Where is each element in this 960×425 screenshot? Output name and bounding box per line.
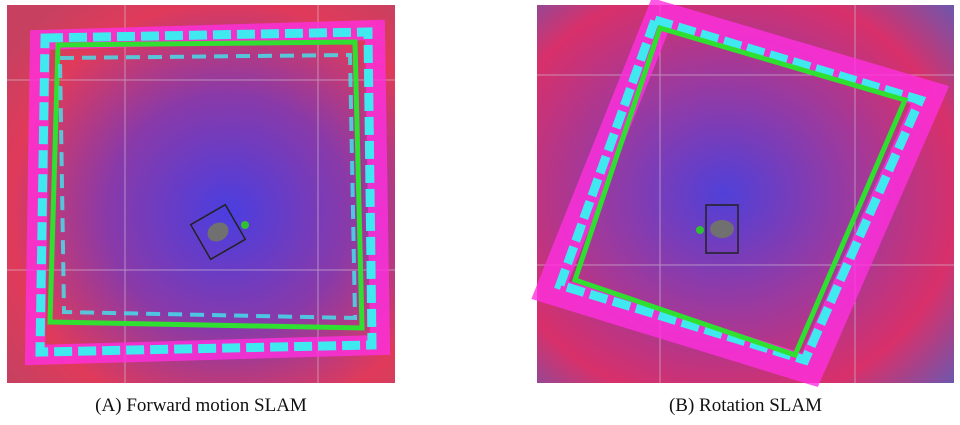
page: (A) Forward motion SLAM (B) Rotation SLA…	[0, 0, 960, 425]
slam-map-b	[537, 5, 954, 383]
caption-label: (A)	[95, 395, 121, 416]
caption-text: Rotation SLAM	[699, 395, 822, 416]
caption-text: Forward motion SLAM	[126, 395, 307, 416]
caption-label: (B)	[669, 395, 694, 416]
caption-b: (B) Rotation SLAM	[537, 395, 954, 417]
caption-a: (A) Forward motion SLAM	[7, 395, 395, 417]
slam-map-a	[7, 5, 395, 383]
figure-images	[0, 0, 960, 390]
